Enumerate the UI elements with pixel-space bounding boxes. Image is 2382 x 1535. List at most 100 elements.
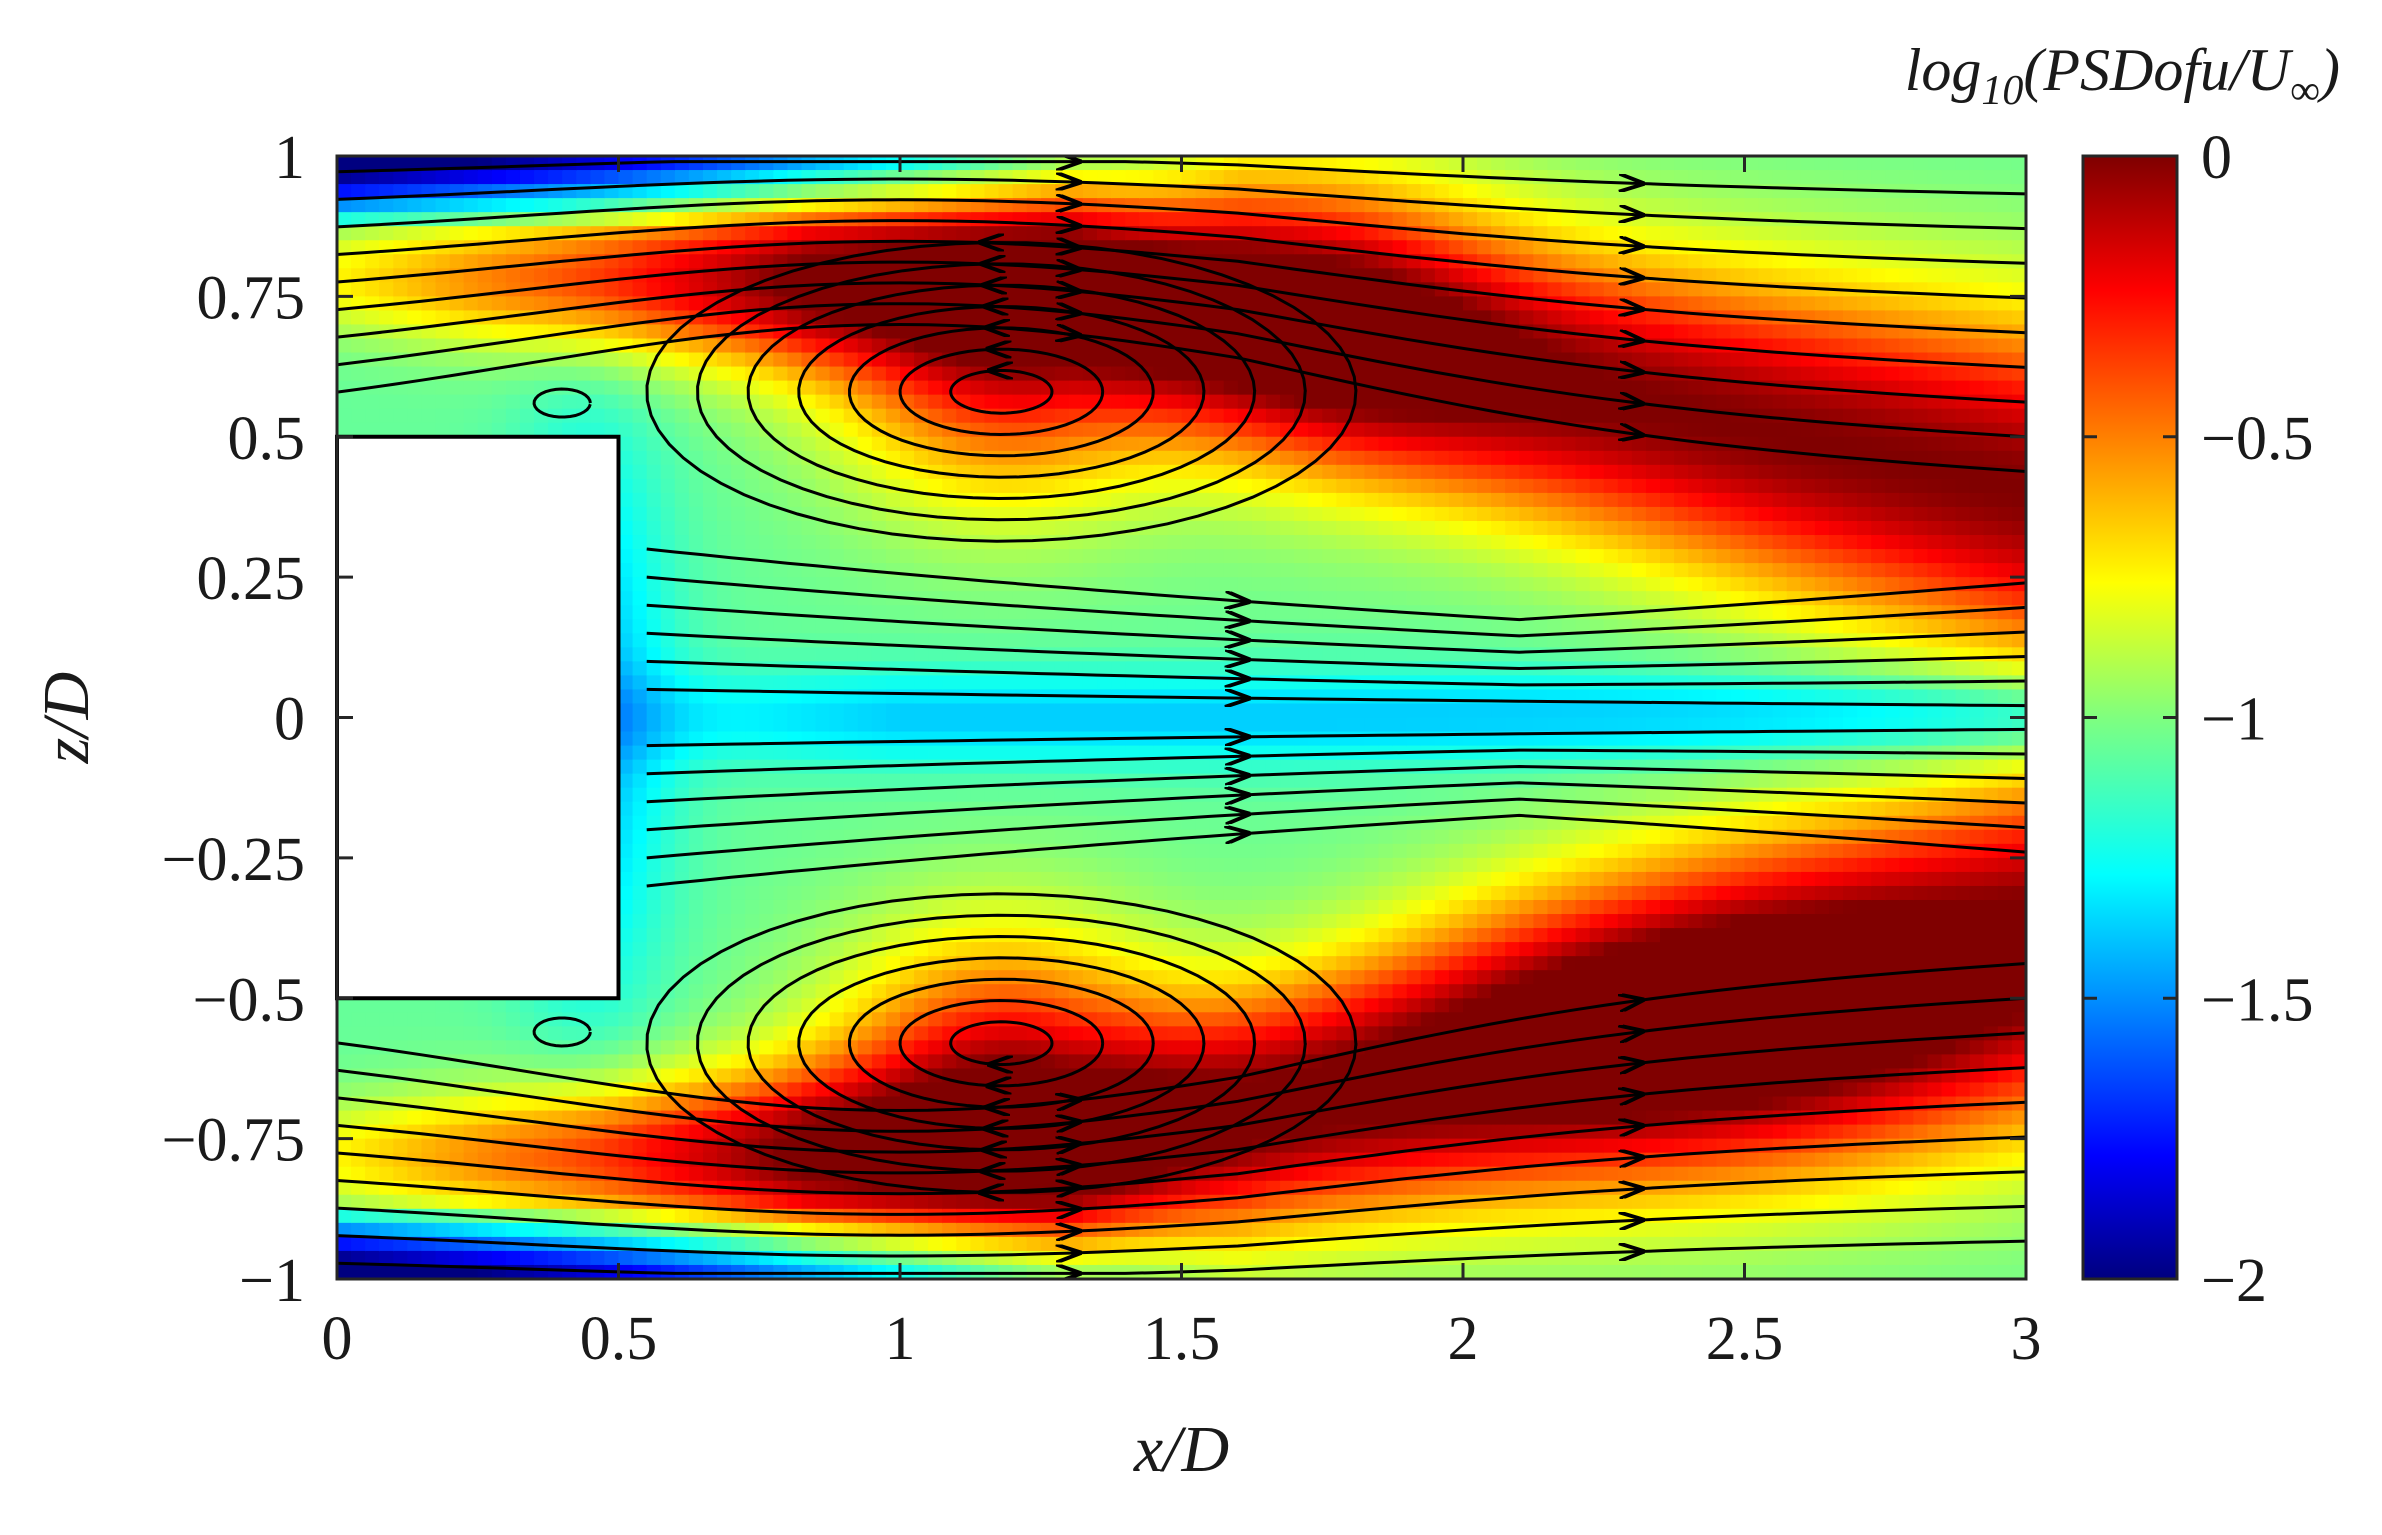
field-cell (337, 338, 352, 354)
field-cell (956, 984, 972, 1000)
field-cell (1026, 563, 1042, 579)
field-cell (660, 352, 676, 368)
field-cell (393, 156, 409, 171)
field-cell (801, 226, 817, 242)
field-cell (745, 1082, 761, 1098)
field-cell (646, 956, 662, 972)
field-cell (1068, 156, 1084, 171)
field-cell (1125, 464, 1141, 480)
field-cell (1181, 1250, 1197, 1266)
field-cell (885, 492, 901, 508)
field-cell (928, 745, 944, 761)
field-cell (1054, 506, 1070, 522)
field-cell (773, 928, 789, 943)
field-cell (1153, 647, 1169, 663)
field-cell (548, 1152, 564, 1168)
field-cell (562, 366, 578, 382)
field-cell (1012, 535, 1028, 550)
field-cell (801, 577, 817, 593)
field-cell (590, 268, 606, 284)
field-cell (1111, 1068, 1127, 1084)
field-cell (843, 647, 859, 663)
field-cell (618, 1012, 634, 1028)
field-cell (435, 226, 451, 242)
field-cell (885, 956, 901, 972)
field-cell (1167, 520, 1183, 536)
field-cell (449, 184, 465, 200)
field-cell (1068, 492, 1084, 508)
field-cell (745, 1124, 761, 1140)
field-cell (871, 1082, 887, 1098)
field-cell (576, 254, 592, 270)
field-cell (393, 408, 409, 424)
field-cell (646, 787, 662, 803)
field-cell (928, 591, 944, 607)
field-cell (435, 1110, 451, 1126)
field-cell (562, 1110, 578, 1126)
field-cell (477, 1194, 493, 1210)
field-cell (857, 703, 873, 719)
field-cell (970, 857, 986, 873)
field-cell (942, 675, 958, 691)
field-cell (885, 899, 901, 915)
field-cell (1097, 1054, 1113, 1070)
field-cell (646, 647, 662, 663)
field-cell (857, 1208, 873, 1224)
field-cell (928, 871, 944, 887)
field-cell (885, 1040, 901, 1056)
field-cell (1012, 212, 1028, 228)
field-cell (548, 1180, 564, 1196)
field-cell (576, 1012, 592, 1028)
field-cell (928, 394, 944, 410)
field-cell (1040, 478, 1056, 494)
field-cell (942, 549, 958, 564)
field-cell (1167, 1012, 1183, 1028)
field-cell (519, 338, 535, 354)
field-cell (984, 226, 1000, 242)
field-cell (618, 661, 634, 677)
field-cell (759, 689, 775, 705)
field-cell (843, 422, 859, 438)
field-cell (787, 366, 803, 382)
field-cell (618, 240, 634, 256)
field-cell (1167, 871, 1183, 887)
field-cell (576, 170, 592, 185)
field-cell (1040, 1082, 1056, 1098)
field-cell (421, 1040, 437, 1056)
field-cell (717, 1026, 733, 1042)
field-cell (998, 942, 1014, 958)
field-cell (562, 268, 578, 284)
field-cell (998, 1138, 1014, 1154)
field-cell (534, 422, 550, 438)
field-cell (1054, 1124, 1070, 1140)
field-cell (998, 956, 1014, 972)
field-cell (618, 647, 634, 663)
field-cell (1153, 422, 1169, 438)
field-cell (1139, 478, 1155, 494)
field-cell (1082, 212, 1098, 228)
field-cell (1026, 647, 1042, 663)
field-cell (1125, 212, 1141, 228)
field-cell (857, 984, 873, 1000)
field-cell (717, 366, 733, 382)
field-cell (956, 1250, 972, 1266)
field-cell (688, 478, 704, 494)
field-cell (534, 156, 550, 171)
field-cell (773, 282, 789, 298)
field-cell (829, 647, 845, 663)
field-cell (421, 1026, 437, 1042)
field-cell (505, 1180, 521, 1196)
field-cell (365, 394, 381, 410)
field-cell (477, 1166, 493, 1182)
field-cell (1054, 1082, 1070, 1098)
field-cell (843, 1250, 859, 1266)
field-cell (463, 1124, 479, 1140)
field-cell (632, 956, 648, 972)
field-cell (829, 422, 845, 438)
field-cell (1068, 998, 1084, 1014)
field-cell (1125, 1222, 1141, 1238)
field-cell (632, 563, 648, 579)
field-cell (618, 619, 634, 635)
field-cell (435, 1096, 451, 1112)
field-cell (1111, 380, 1127, 396)
